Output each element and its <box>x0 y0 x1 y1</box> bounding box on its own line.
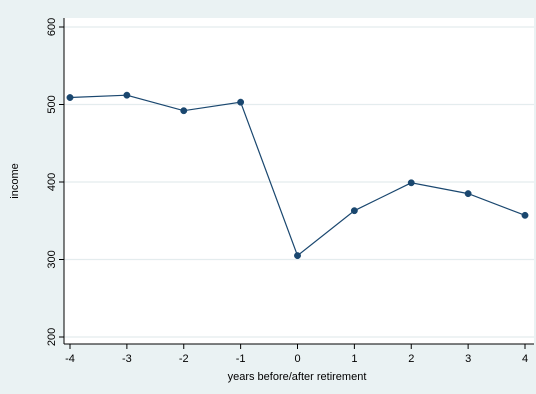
axes <box>59 18 534 349</box>
y-tick-label-500: 500 <box>46 95 58 113</box>
data-point--1 <box>237 98 245 106</box>
data-point--2 <box>180 107 188 115</box>
y-tick-label-300: 300 <box>46 250 58 268</box>
data-point-4 <box>521 211 529 219</box>
tick-labels: 200 300 400 500 600 -4 -3 -2 -1 0 1 2 3 4 <box>46 18 528 365</box>
y-axis-title: income <box>9 163 21 198</box>
x-tick-label--1: -1 <box>236 353 246 365</box>
series-group <box>66 91 529 260</box>
x-tick-label--4: -4 <box>65 353 75 365</box>
x-tick-label--2: -2 <box>179 353 189 365</box>
plot-area <box>64 18 534 344</box>
data-point--3 <box>123 91 131 99</box>
data-point-0 <box>294 252 301 260</box>
gridlines <box>64 26 534 338</box>
data-point-1 <box>350 207 358 215</box>
data-point-3 <box>464 190 472 198</box>
x-tick-label-0: 0 <box>294 353 300 365</box>
x-tick-label-3: 3 <box>465 353 471 365</box>
x-axis-title: years before/after retirement <box>228 371 367 383</box>
y-tick-label-400: 400 <box>46 173 58 191</box>
y-tick-label-600: 600 <box>46 18 58 36</box>
x-tick-label-4: 4 <box>522 353 528 365</box>
x-tick-label-1: 1 <box>351 353 357 365</box>
data-point--4 <box>66 94 74 101</box>
x-tick-label-2: 2 <box>408 353 414 365</box>
x-tick-label--3: -3 <box>122 353 132 365</box>
data-point-2 <box>407 179 415 187</box>
y-tick-label-200: 200 <box>46 328 58 346</box>
